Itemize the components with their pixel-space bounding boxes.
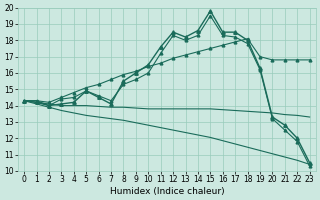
X-axis label: Humidex (Indice chaleur): Humidex (Indice chaleur) [109,187,224,196]
